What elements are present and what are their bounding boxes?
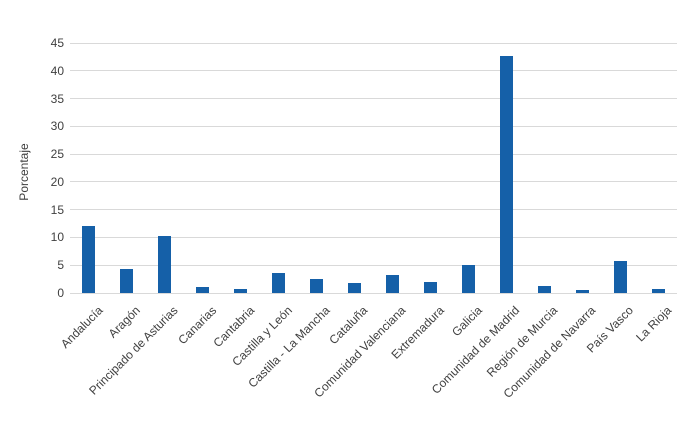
x-axis-label: Galicia [448,303,485,340]
y-tick-label: 5 [57,258,64,273]
gridline [70,42,677,44]
bar-arag-n [120,268,134,293]
bar-canarias [196,287,210,293]
gridline [70,292,677,294]
y-tick-label: 10 [50,230,64,245]
x-axis-label: La Rioja [633,303,675,345]
bar-catalu-a [348,283,362,293]
gridline [70,153,677,155]
bar-cantabria [234,288,248,293]
gridline [70,70,677,72]
gridline [70,125,677,127]
bar-comunidad-de-madrid [499,55,513,293]
gridline [70,264,677,266]
bar-castilla-la-mancha [310,278,324,293]
x-axis-label: Andalucía [57,303,106,351]
bar-galicia [461,265,475,293]
gridline [70,236,677,238]
gridline [70,181,677,183]
bar-extremadura [423,282,437,293]
y-tick-label: 40 [50,63,64,78]
gridline [70,98,677,100]
y-tick-label: 0 [57,286,64,300]
y-tick-label: 25 [50,147,64,162]
bar-andaluc-a [82,226,96,293]
bar-comunidad-de-navarra [575,290,589,293]
y-tick-label: 20 [50,174,64,189]
bar-comunidad-valenciana [385,275,399,293]
y-tick-label: 35 [50,91,64,106]
y-tick-label: 15 [50,202,64,217]
y-tick-label: 30 [50,119,64,134]
bar-regi-n-de-murcia [537,286,551,293]
bar-pa-s-vasco [613,260,627,293]
bar-la-rioja [651,289,665,293]
bar-principado-de-asturias [158,235,172,293]
gridline [70,209,677,211]
bar-castilla-y-le-n [272,273,286,293]
y-tick-label: 45 [50,36,64,50]
